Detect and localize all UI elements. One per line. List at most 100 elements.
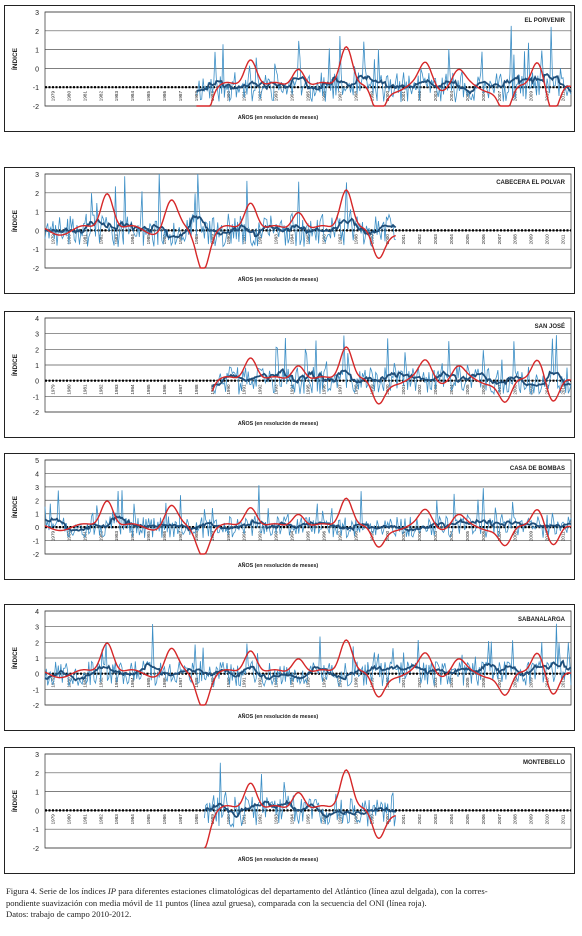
y-tick-label: 2 bbox=[35, 640, 39, 647]
x-tick-label: 1992 bbox=[258, 530, 263, 541]
x-tick-label: 2004 bbox=[449, 91, 454, 102]
x-tick-label: 1991 bbox=[242, 814, 247, 825]
x-tick-label: 1994 bbox=[290, 677, 295, 688]
x-tick-label: 1994 bbox=[290, 234, 295, 245]
smoothed-thick-line bbox=[196, 72, 572, 95]
x-tick-label: 1995 bbox=[306, 91, 311, 102]
x-tick-label: 2009 bbox=[529, 384, 534, 395]
x-tick-label: 1984 bbox=[130, 814, 135, 825]
x-tick-label: 1982 bbox=[98, 91, 103, 102]
x-tick-label: 1986 bbox=[162, 814, 167, 825]
chart-panel-1: 3 2 1 0 -1 -2 1979 1980 1981 1982 1983 1984 1985 1986… bbox=[4, 5, 575, 132]
x-tick-label: 1994 bbox=[290, 384, 295, 395]
plot-frame bbox=[44, 317, 572, 413]
plot-frame bbox=[44, 753, 572, 849]
x-tick-label: 2001 bbox=[401, 384, 406, 395]
y-axis-label: ÍNDICE bbox=[10, 209, 19, 232]
y-tick-label: 0 bbox=[35, 525, 39, 532]
x-tick-label: 2002 bbox=[417, 384, 422, 395]
y-tick-label: 1 bbox=[35, 656, 39, 663]
x-tick-label: 1979 bbox=[50, 814, 55, 825]
x-tick-label: 1991 bbox=[242, 234, 247, 245]
y-tick-label: 3 bbox=[35, 10, 39, 17]
x-tick-label: 2003 bbox=[433, 384, 438, 395]
x-tick-label: 1981 bbox=[82, 677, 87, 688]
x-tick-label: 1987 bbox=[178, 91, 183, 102]
x-tick-label: 1992 bbox=[258, 677, 263, 688]
x-tick-label: 1979 bbox=[50, 384, 55, 395]
y-tick-label: 0 bbox=[35, 228, 39, 235]
x-tick-label: 1993 bbox=[274, 91, 279, 102]
x-tick-label: 2005 bbox=[465, 384, 470, 395]
x-tick-label: 1994 bbox=[290, 530, 295, 541]
x-tick-label: 2008 bbox=[513, 677, 518, 688]
x-tick-label: 1990 bbox=[226, 91, 231, 102]
y-tick-label: 3 bbox=[35, 332, 39, 339]
figure-caption: Figura 4. Serie de los índices IP para d… bbox=[6, 886, 576, 921]
x-tick-label: 2006 bbox=[481, 234, 486, 245]
station-name: SAN JOSÉ bbox=[535, 322, 565, 330]
x-tick-label: 1987 bbox=[178, 530, 183, 541]
chart-panel-2: 3 2 1 0 -1 -2 1979 1980 1981 1982 1983 1984 1985 1986… bbox=[4, 167, 575, 294]
y-tick-label: 3 bbox=[35, 752, 39, 759]
x-tick-label: 2002 bbox=[417, 234, 422, 245]
y-tick-label: 0 bbox=[35, 672, 39, 679]
x-tick-label: 2006 bbox=[481, 91, 486, 102]
x-tick-label: 2011 bbox=[561, 677, 566, 687]
y-tick-label: 2 bbox=[35, 191, 39, 198]
chart-panel-5: 4 3 2 1 0 -1 -2 1979 1980 1981 1982 1983 1984 1985 198… bbox=[4, 604, 575, 731]
x-axis-label: AÑOS (en resolución de meses) bbox=[238, 713, 319, 720]
y-tick-label: -1 bbox=[33, 539, 39, 546]
x-tick-label: 2009 bbox=[529, 814, 534, 825]
x-tick-label: 1983 bbox=[114, 814, 119, 825]
x-tick-label: 1988 bbox=[194, 677, 199, 688]
x-tick-label: 1980 bbox=[66, 91, 71, 102]
plot-frame bbox=[44, 11, 572, 107]
x-tick-label: 2003 bbox=[433, 234, 438, 245]
x-tick-label: 1988 bbox=[194, 814, 199, 825]
x-tick-label: 1998 bbox=[353, 384, 358, 395]
x-tick-label: 2000 bbox=[385, 91, 390, 102]
x-tick-label: 1992 bbox=[258, 384, 263, 395]
x-tick-label: 1989 bbox=[210, 234, 215, 245]
ip-thin-line bbox=[44, 485, 572, 539]
x-tick-label: 1985 bbox=[146, 234, 151, 245]
x-tick-label: 2006 bbox=[481, 384, 486, 395]
x-tick-label: 1996 bbox=[321, 91, 326, 102]
x-axis-label: AÑOS (en resolución de meses) bbox=[238, 114, 319, 121]
x-tick-label: 1985 bbox=[146, 677, 151, 688]
y-axis-label: ÍNDICE bbox=[10, 353, 19, 376]
ip-thin-line bbox=[44, 623, 572, 687]
station-name: EL PORVENIR bbox=[525, 18, 566, 24]
y-tick-label: 2 bbox=[35, 498, 39, 505]
station-name: SABANALARGA bbox=[518, 617, 566, 623]
x-tick-label: 2005 bbox=[465, 814, 470, 825]
x-tick-label: 1997 bbox=[337, 814, 342, 825]
y-tick-label: -1 bbox=[33, 247, 39, 254]
x-tick-label: 1997 bbox=[337, 530, 342, 541]
x-tick-label: 2006 bbox=[481, 677, 486, 688]
x-tick-label: 2009 bbox=[529, 234, 534, 245]
x-tick-label: 1990 bbox=[226, 677, 231, 688]
y-tick-label: 4 bbox=[35, 471, 39, 478]
x-tick-label: 1999 bbox=[369, 91, 374, 102]
x-tick-label: 1995 bbox=[306, 677, 311, 688]
y-tick-label: -2 bbox=[33, 703, 39, 710]
x-axis-label: AÑOS (en resolución de meses) bbox=[238, 856, 319, 863]
y-tick-label: 3 bbox=[35, 485, 39, 492]
x-tick-label: 2004 bbox=[449, 234, 454, 245]
x-tick-label: 1982 bbox=[98, 530, 103, 541]
x-tick-label: 2004 bbox=[449, 530, 454, 541]
x-tick-label: 2004 bbox=[449, 814, 454, 825]
x-tick-label: 2003 bbox=[433, 530, 438, 541]
x-tick-label: 2003 bbox=[433, 91, 438, 102]
x-tick-label: 1995 bbox=[306, 814, 311, 825]
x-tick-label: 2002 bbox=[417, 530, 422, 541]
y-tick-label: 0 bbox=[35, 66, 39, 73]
y-axis-label: ÍNDICE bbox=[10, 789, 19, 812]
x-tick-label: 1987 bbox=[178, 814, 183, 825]
x-tick-label: 1979 bbox=[50, 234, 55, 245]
y-tick-label: 1 bbox=[35, 363, 39, 370]
x-tick-label: 1996 bbox=[321, 384, 326, 395]
